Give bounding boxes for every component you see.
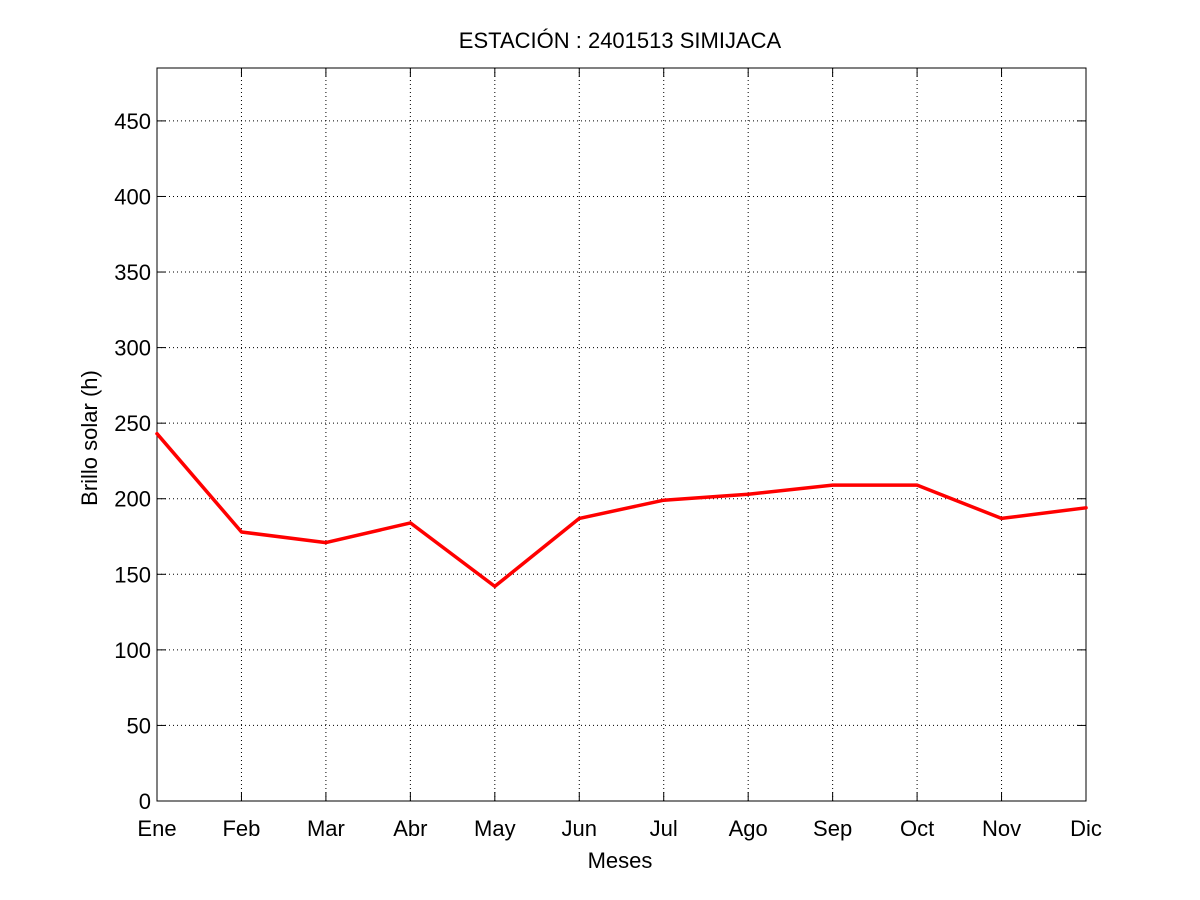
x-tick-label: Mar (307, 816, 345, 841)
x-tick-label: Jul (650, 816, 678, 841)
y-tick-label: 450 (114, 109, 151, 134)
y-tick-label: 250 (114, 411, 151, 436)
y-tick-label: 0 (139, 789, 151, 814)
x-tick-label: Jun (562, 816, 597, 841)
y-tick-label: 350 (114, 260, 151, 285)
series-layer (155, 431, 1088, 589)
x-tick-label: May (474, 816, 516, 841)
x-axis-label: Meses (588, 848, 653, 873)
x-tick-label: Ago (729, 816, 768, 841)
ticks-layer (156, 68, 1087, 802)
x-tick-label: Dic (1070, 816, 1102, 841)
x-tick-label: Feb (222, 816, 260, 841)
y-tick-label: 100 (114, 638, 151, 663)
grid-layer (157, 68, 1086, 801)
y-tick-label: 200 (114, 487, 151, 512)
chart-title: ESTACIÓN : 2401513 SIMIJACA (459, 28, 782, 53)
y-tick-label: 400 (114, 184, 151, 209)
y-axis-label: Brillo solar (h) (77, 370, 102, 506)
y-tick-label: 300 (114, 336, 151, 361)
x-tick-label: Ene (137, 816, 176, 841)
x-tick-label: Abr (393, 816, 427, 841)
x-tick-label: Sep (813, 816, 852, 841)
x-tick-label: Oct (900, 816, 934, 841)
labels-layer: 0 50 100 150 200 250 300 350 400 450 Ene Feb Mar Abr M… (114, 109, 1102, 841)
series-line (155, 431, 1088, 589)
y-tick-label: 50 (127, 713, 151, 738)
x-tick-label: Nov (982, 816, 1021, 841)
plot-frame (156, 67, 1087, 802)
y-tick-label: 150 (114, 562, 151, 587)
